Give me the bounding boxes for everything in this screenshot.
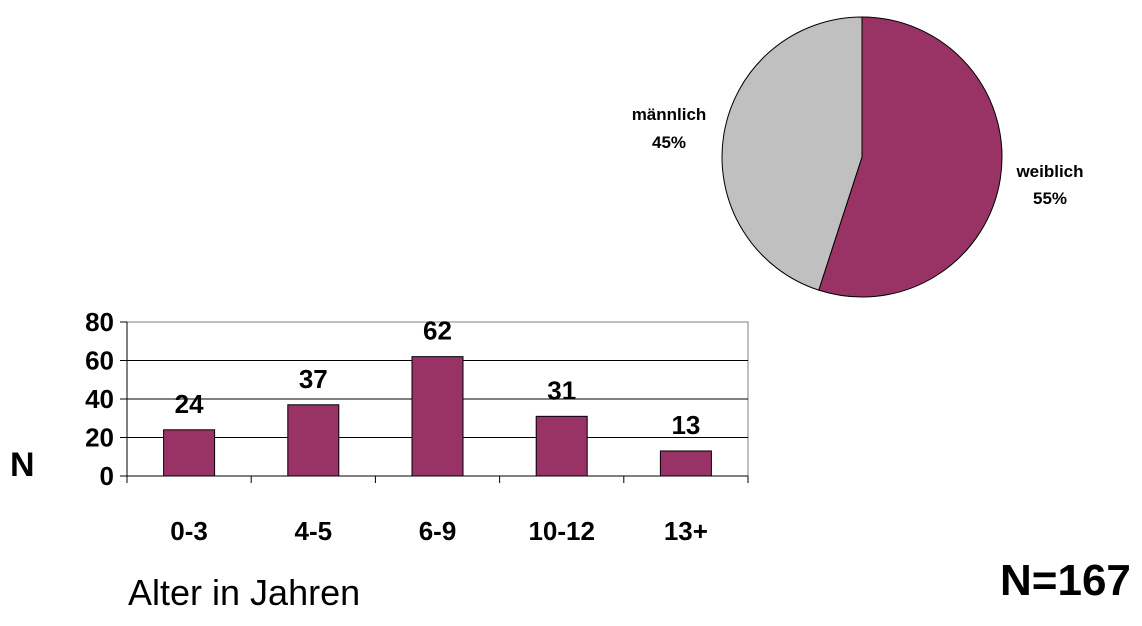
bar-data-label: 13 [671, 410, 700, 440]
y-tick-label: 20 [85, 423, 114, 453]
pie-label-percent: 45% [652, 133, 686, 152]
pie-slice-weiblich [818, 16, 1003, 298]
x-tick-label: 4-5 [295, 516, 333, 546]
bar-data-label: 24 [175, 389, 204, 419]
pie-label-name: männlich [632, 105, 707, 124]
x-axis-title: Alter in Jahren [128, 572, 361, 613]
total-count-label: N=167 [1000, 556, 1131, 605]
bar-chart: 0 20 40 60 80 24 0-3 37 4-5 62 6-9 31 10-12 13 13+ N [10, 307, 749, 546]
bar-6-9 [411, 356, 464, 477]
x-tick-label: 0-3 [170, 516, 208, 546]
bar-data-label: 62 [423, 316, 452, 346]
pie-label-name: weiblich [1015, 162, 1083, 181]
bar-data-label: 37 [299, 364, 328, 394]
pie-slice-männlich [721, 16, 863, 291]
y-tick-label: 60 [85, 346, 114, 376]
bar-0-3 [163, 429, 216, 477]
pie-label-percent: 55% [1033, 189, 1067, 208]
bar-10-12 [535, 415, 588, 477]
y-tick-label: 0 [100, 461, 114, 491]
bar-data-label: 31 [547, 375, 576, 405]
bar-4-5 [287, 404, 340, 477]
x-tick-label: 10-12 [528, 516, 595, 546]
x-tick-label: 13+ [664, 516, 708, 546]
x-tick-label: 6-9 [419, 516, 457, 546]
bar-13+ [659, 450, 712, 477]
pie-chart: weiblich 55% männlich 45% [632, 16, 1084, 298]
y-axis-title: N [10, 446, 35, 484]
y-tick-label: 80 [85, 307, 114, 337]
y-tick-label: 40 [85, 384, 114, 414]
